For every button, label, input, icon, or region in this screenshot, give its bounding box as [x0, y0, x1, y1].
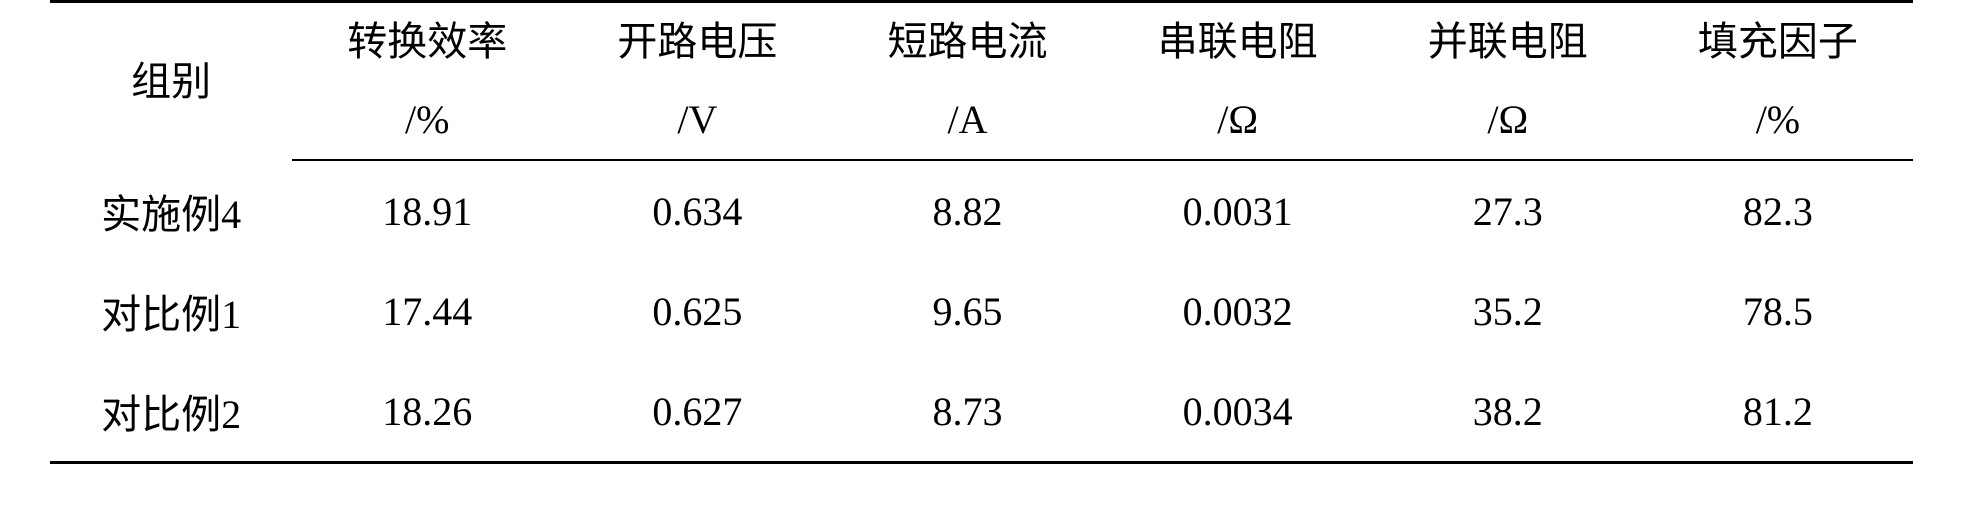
cell: 8.73 [832, 361, 1102, 463]
col-header-unit: /Ω [1103, 81, 1373, 160]
row-label: 对比例1 [50, 261, 292, 361]
cell: 0.625 [562, 261, 832, 361]
cell: 35.2 [1373, 261, 1643, 361]
col-header-name: 串联电阻 [1103, 2, 1373, 82]
cell: 17.44 [292, 261, 562, 361]
table-header: 组别 转换效率 开路电压 短路电流 串联电阻 并联电阻 填充因子 /% /V /… [50, 2, 1913, 161]
data-table: 组别 转换效率 开路电压 短路电流 串联电阻 并联电阻 填充因子 /% /V /… [50, 0, 1913, 464]
cell: 27.3 [1373, 160, 1643, 261]
table-row: 对比例2 18.26 0.627 8.73 0.0034 38.2 81.2 [50, 361, 1913, 463]
cell: 18.26 [292, 361, 562, 463]
cell: 0.627 [562, 361, 832, 463]
cell: 78.5 [1643, 261, 1913, 361]
cell: 0.0031 [1103, 160, 1373, 261]
cell: 82.3 [1643, 160, 1913, 261]
group-header: 组别 [50, 2, 292, 161]
table-body: 实施例4 18.91 0.634 8.82 0.0031 27.3 82.3 对… [50, 160, 1913, 463]
col-header-unit: /A [832, 81, 1102, 160]
col-header-unit: /% [292, 81, 562, 160]
col-header-unit: /Ω [1373, 81, 1643, 160]
cell: 81.2 [1643, 361, 1913, 463]
cell: 0.0032 [1103, 261, 1373, 361]
col-header-unit: /V [562, 81, 832, 160]
data-table-container: 组别 转换效率 开路电压 短路电流 串联电阻 并联电阻 填充因子 /% /V /… [0, 0, 1963, 464]
col-header-unit: /% [1643, 81, 1913, 160]
cell: 0.634 [562, 160, 832, 261]
col-header-name: 转换效率 [292, 2, 562, 82]
row-label: 对比例2 [50, 361, 292, 463]
cell: 8.82 [832, 160, 1102, 261]
row-label: 实施例4 [50, 160, 292, 261]
table-row: 对比例1 17.44 0.625 9.65 0.0032 35.2 78.5 [50, 261, 1913, 361]
col-header-name: 开路电压 [562, 2, 832, 82]
cell: 9.65 [832, 261, 1102, 361]
col-header-name: 并联电阻 [1373, 2, 1643, 82]
cell: 38.2 [1373, 361, 1643, 463]
table-row: 实施例4 18.91 0.634 8.82 0.0031 27.3 82.3 [50, 160, 1913, 261]
col-header-name: 填充因子 [1643, 2, 1913, 82]
cell: 0.0034 [1103, 361, 1373, 463]
cell: 18.91 [292, 160, 562, 261]
col-header-name: 短路电流 [832, 2, 1102, 82]
